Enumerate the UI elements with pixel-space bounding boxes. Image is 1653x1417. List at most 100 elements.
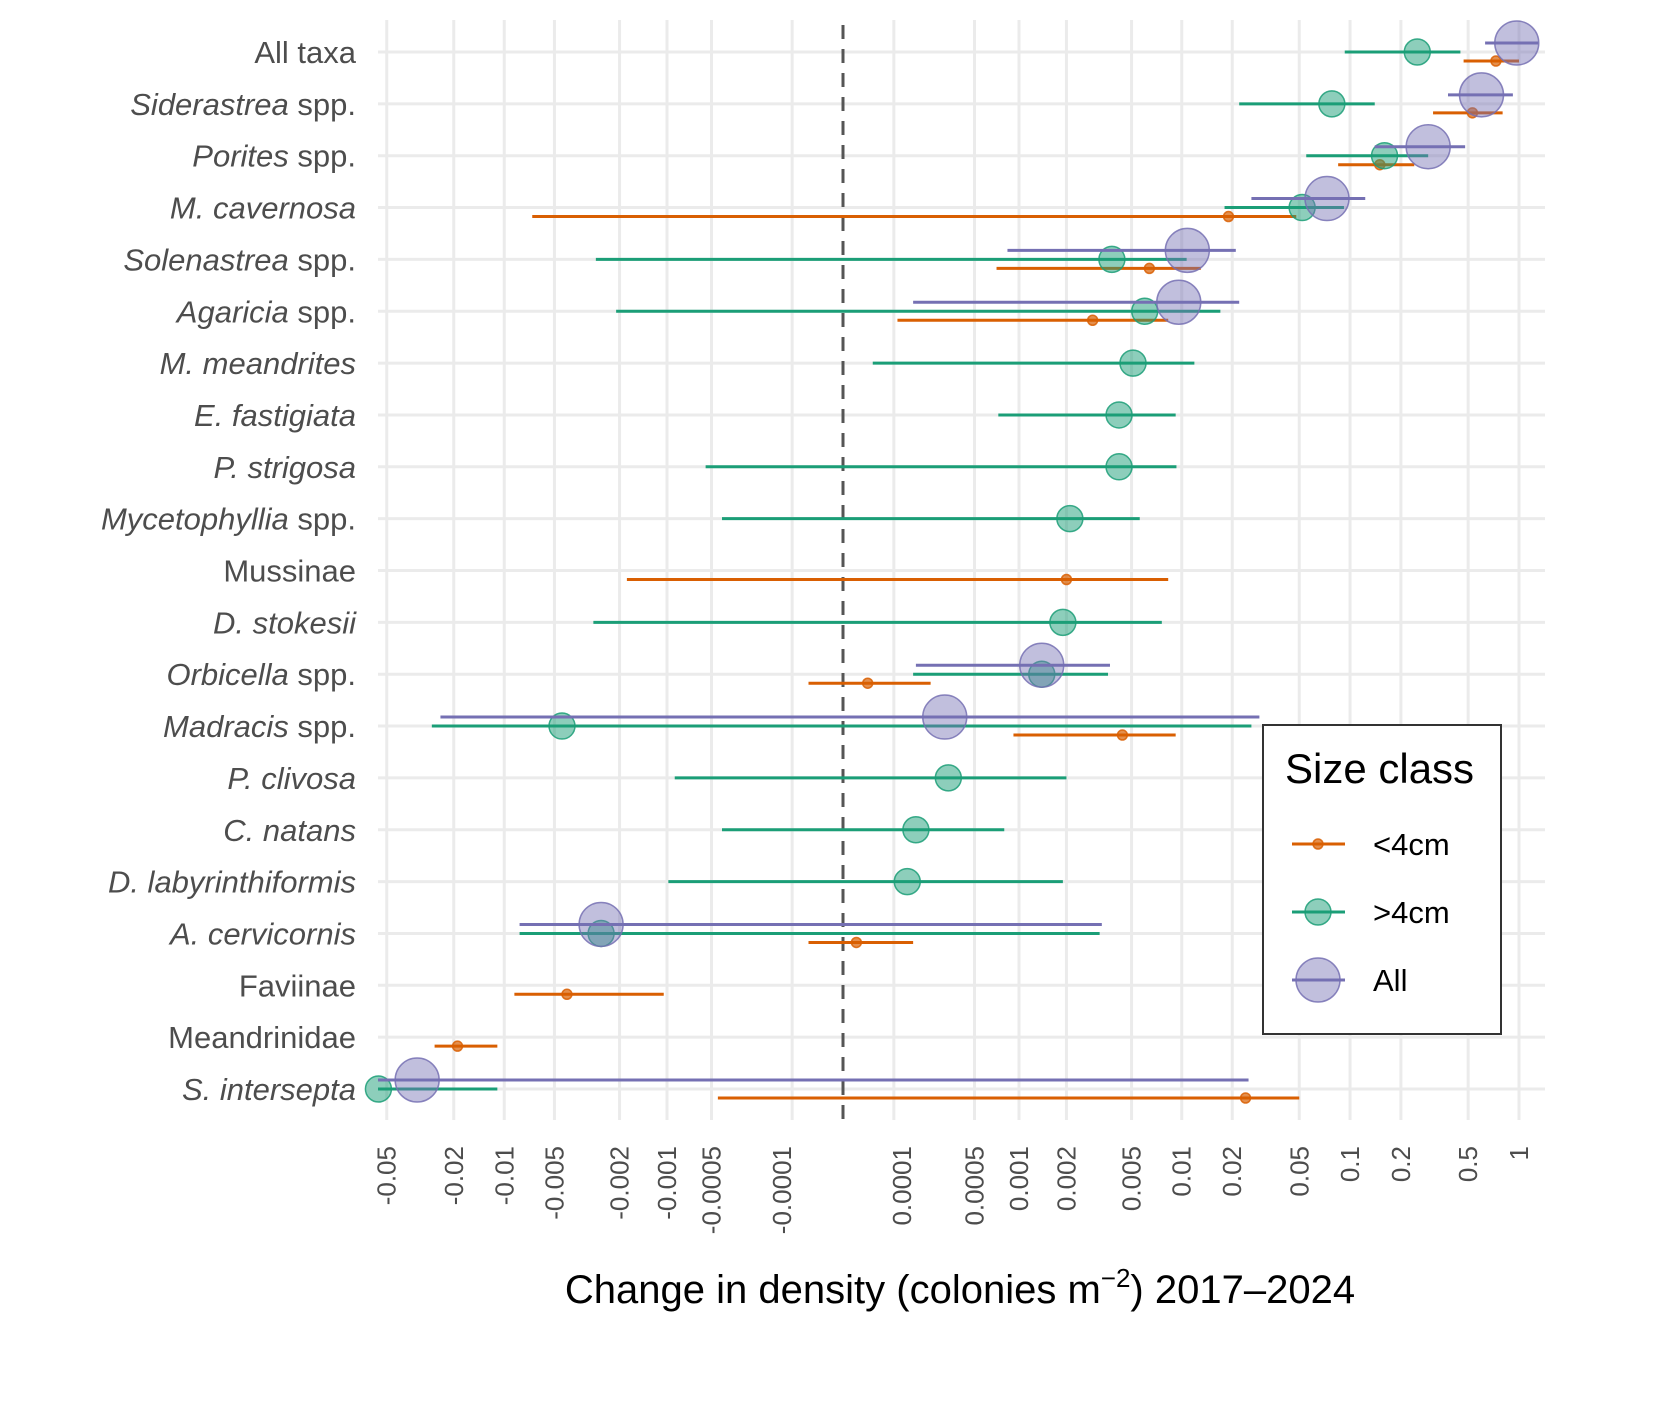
point-gt4cm-p-clivosa (934, 764, 963, 792)
x-tick-neg-0-001: -0.001 (652, 1146, 682, 1220)
y-label-meandrinidae: Meandrinidae (168, 1020, 356, 1055)
y-label-agaricia-spp: Agaricia spp. (175, 294, 356, 329)
y-label-part: D. labyrinthiformis (108, 865, 356, 900)
point-gt4cm-s-intersepta (364, 1075, 393, 1103)
x-tick-neg-0-05: -0.05 (372, 1146, 402, 1205)
point-all-a-cervicornis (578, 901, 624, 948)
y-label-c-natans: C. natans (223, 813, 356, 848)
y-label-m-meandrites: M. meandrites (160, 346, 356, 381)
point-all-agaricia-spp (1156, 279, 1202, 325)
legend-key-point-all (1295, 957, 1341, 1003)
y-label-all-taxa: All taxa (254, 35, 356, 70)
series-gt-4cm (364, 38, 1461, 1103)
y-label-part: Meandrinidae (168, 1020, 356, 1055)
legend-key-point-gt4cm (1304, 898, 1332, 926)
point-lt4cm-solenastrea-spp (1143, 262, 1156, 275)
x-tick-0-2: 0.2 (1386, 1146, 1416, 1182)
point-gt4cm-e-fastigiata (1105, 401, 1133, 429)
legend-title: Size class (1285, 745, 1474, 792)
x-tick-0-0005: 0.0005 (960, 1146, 990, 1226)
y-label-part: C. natans (223, 813, 356, 848)
y-label-e-fastigiata: E. fastigiata (194, 398, 356, 433)
legend-box (1262, 724, 1502, 1035)
point-all-s-intersepta (394, 1057, 440, 1103)
series-lt-4cm (434, 55, 1519, 1104)
y-label-part: spp. (289, 657, 356, 692)
x-axis-tick-labels: -0.05 -0.02 -0.01 -0.005 -0.002 -0.001 -0.0005… (372, 1146, 1534, 1234)
x-tick-0-5: 0.5 (1453, 1146, 1483, 1182)
x-tick-0-01: 0.01 (1167, 1146, 1197, 1197)
y-label-part: D. stokesii (213, 605, 357, 640)
point-all-all-taxa (1494, 20, 1540, 66)
x-tick-neg-0-01: -0.01 (489, 1146, 519, 1205)
y-label-part: spp. (289, 242, 356, 277)
point-gt4cm-m-cavernosa (1288, 193, 1316, 222)
y-label-part: All taxa (254, 35, 356, 70)
y-label-part: Mycetophyllia (101, 502, 289, 537)
y-label-part: P. clivosa (227, 761, 356, 796)
y-label-part: Faviinae (239, 968, 356, 1003)
y-label-part: M. meandrites (160, 346, 356, 381)
x-tick-neg-0-005: -0.005 (539, 1146, 569, 1220)
y-label-part: Madracis (163, 709, 289, 744)
point-all-porites-spp (1405, 123, 1451, 170)
point-all-madracis-spp (921, 694, 968, 740)
x-tick-0-1: 0.1 (1335, 1146, 1365, 1182)
point-gt4cm-siderastrea-spp (1318, 90, 1346, 118)
y-label-solenastrea-spp: Solenastrea spp. (123, 242, 356, 277)
point-lt4cm-meandrinidae (451, 1040, 464, 1052)
y-label-part: M. cavernosa (170, 191, 356, 226)
x-tick-neg-0-002: -0.002 (605, 1146, 635, 1220)
point-lt4cm-madracis-spp (1116, 729, 1129, 741)
data-marks (364, 20, 1540, 1104)
y-label-part: E. fastigiata (194, 398, 356, 433)
point-gt4cm-p-strigosa (1105, 453, 1133, 481)
x-tick-neg-0-0005: -0.0005 (696, 1146, 726, 1234)
point-all-orbicella-spp (1019, 642, 1065, 688)
y-axis-category-labels: All taxa Siderastrea spp. Porites spp. M. c… (101, 35, 357, 1107)
series-all (378, 20, 1540, 1103)
x-tick-0-005: 0.005 (1117, 1146, 1147, 1211)
point-gt4cm-agaricia-spp (1130, 297, 1159, 325)
y-label-part: S. intersepta (182, 1072, 356, 1107)
point-lt4cm-mussinae (1060, 573, 1073, 586)
y-label-s-intersepta: S. intersepta (182, 1072, 356, 1107)
point-gt4cm-mycetophyllia-spp (1056, 504, 1084, 533)
y-label-m-cavernosa: M. cavernosa (170, 191, 356, 226)
x-title-superscript: −2 (1101, 1263, 1131, 1293)
point-lt4cm-s-intersepta (1239, 1092, 1252, 1104)
y-label-part: P. strigosa (214, 450, 356, 485)
y-label-mussinae: Mussinae (223, 554, 356, 589)
y-label-siderastrea-spp: Siderastrea spp. (130, 87, 356, 122)
point-gt4cm-d-labyrinthiformis (893, 867, 922, 896)
legend: Size class <4cm >4cm All (1262, 724, 1502, 1035)
point-gt4cm-m-meandrites (1119, 349, 1147, 377)
y-label-faviinae: Faviinae (239, 968, 356, 1003)
x-tick-1: 1 (1504, 1146, 1534, 1160)
legend-label-all: All (1373, 963, 1407, 998)
point-lt4cm-m-cavernosa (1222, 210, 1235, 223)
x-tick-0-05: 0.05 (1284, 1146, 1314, 1197)
y-label-part: A. cervicornis (168, 916, 356, 951)
y-label-part: spp. (289, 709, 356, 744)
point-all-solenastrea-spp (1164, 227, 1211, 274)
point-lt4cm-faviinae (561, 988, 573, 1001)
x-title-main: Change in density (colonies m (565, 1268, 1101, 1312)
y-label-part: Mussinae (223, 554, 356, 589)
y-label-part: spp. (289, 294, 356, 329)
legend-key-point-lt4cm (1312, 838, 1324, 850)
point-lt4cm-all-taxa (1490, 55, 1502, 67)
x-tick-0-0001: 0.0001 (887, 1146, 917, 1226)
point-lt4cm-orbicella-spp (861, 677, 874, 689)
y-label-madracis-spp: Madracis spp. (163, 709, 356, 744)
point-gt4cm-d-stokesii (1049, 608, 1077, 637)
point-all-siderastrea-spp (1458, 72, 1505, 118)
y-label-part: Porites (192, 139, 288, 174)
y-label-mycetophyllia-spp: Mycetophyllia spp. (101, 502, 356, 537)
y-label-part: Siderastrea (130, 87, 289, 122)
y-label-part: spp. (289, 502, 356, 537)
y-label-p-strigosa: P. strigosa (214, 450, 356, 485)
point-gt4cm-solenastrea-spp (1098, 245, 1126, 274)
y-label-p-clivosa: P. clivosa (227, 761, 356, 796)
x-tick-neg-0-0001: -0.0001 (767, 1146, 797, 1234)
